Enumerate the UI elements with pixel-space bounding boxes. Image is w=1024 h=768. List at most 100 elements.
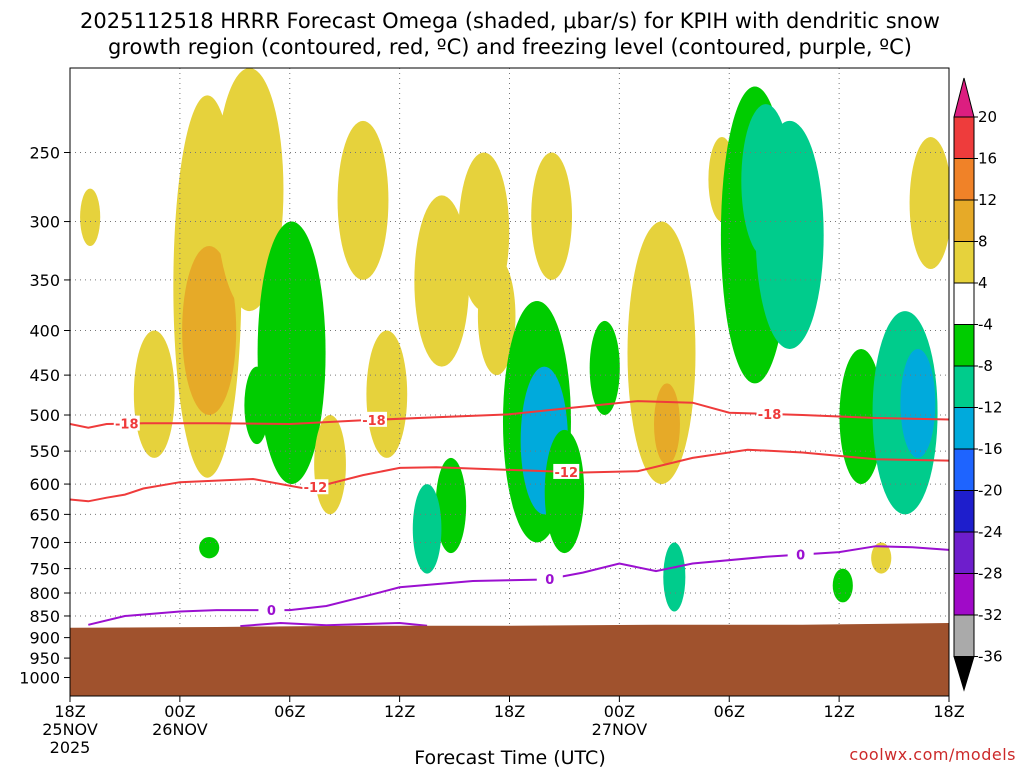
contour-label-0-0: -18 bbox=[115, 418, 139, 433]
x-tick-date-5: 27NOV bbox=[592, 720, 648, 739]
contour-label-bg-2-0 bbox=[258, 602, 285, 618]
colorbar-segment-6 bbox=[953, 365, 975, 408]
chart-title-line-1: 2025112518 HRRR Forecast Omega (shaded, … bbox=[80, 9, 940, 33]
colorbar-tick-label-13: -36 bbox=[978, 648, 1003, 666]
omega-cell-19 bbox=[589, 320, 620, 416]
x-tick-label-4: 18Z bbox=[494, 702, 525, 721]
x-tick-date-1: 26NOV bbox=[152, 720, 208, 739]
y-axis-ticks: 250 300 350 400 450 500 550 600 650 700 750 800 850 9… bbox=[19, 144, 70, 688]
x-tick-year-0: 2025 bbox=[50, 738, 91, 757]
chart-title-line-2: growth region (contoured, red, ºC) and f… bbox=[108, 35, 912, 59]
terrain-mask bbox=[70, 623, 949, 696]
colorbar-segment-7 bbox=[953, 407, 975, 450]
x-tick-label-3: 12Z bbox=[384, 702, 415, 721]
omega-cell-32 bbox=[871, 542, 892, 574]
contour-line-1 bbox=[70, 448, 949, 503]
colorbar-tick-label-5: -4 bbox=[978, 316, 993, 334]
omega-cell-16 bbox=[435, 457, 467, 554]
colorbar-segment-9 bbox=[953, 490, 975, 533]
omega-cell-4 bbox=[215, 68, 284, 312]
x-tick-label-2: 06Z bbox=[274, 702, 305, 721]
colorbar-tick-label-11: -28 bbox=[978, 565, 1003, 583]
omega-cell-1 bbox=[133, 330, 175, 458]
colorbar-segment-0 bbox=[953, 116, 975, 159]
omega-cell-31 bbox=[909, 137, 949, 269]
contour-label-bg-2-1 bbox=[536, 570, 563, 586]
y-tick-label-10: 750 bbox=[29, 560, 60, 579]
contour-label-0-2: -18 bbox=[758, 408, 782, 423]
x-tick-label-5: 00Z bbox=[604, 702, 635, 721]
omega-cell-20 bbox=[544, 429, 585, 554]
contour-label-bg-1-1 bbox=[553, 463, 580, 479]
colorbar-segment-8 bbox=[953, 448, 975, 491]
omega-cell-22 bbox=[653, 383, 680, 465]
colorbar-tick-label-10: -24 bbox=[978, 523, 1003, 541]
contour-line-3 bbox=[240, 621, 428, 628]
omega-cell-33 bbox=[832, 568, 853, 603]
omega-cell-9 bbox=[337, 120, 389, 280]
contour-label-2-2: 0 bbox=[796, 549, 805, 564]
contour-label-bg-1-0 bbox=[302, 479, 329, 495]
colorbar-segment-11 bbox=[953, 573, 975, 616]
omega-cell-13 bbox=[477, 257, 516, 376]
colorbar: 20 16 12 8 4 -4 -8 -12 -16 -20 -24 -28 -32 -36 bbox=[953, 77, 1003, 692]
y-tick-label-5: 500 bbox=[29, 406, 60, 425]
y-tick-label-15: 1000 bbox=[19, 669, 60, 688]
contour-label-2-1: 0 bbox=[545, 573, 554, 588]
y-tick-label-6: 550 bbox=[29, 442, 60, 461]
contour-label-bg-0-1 bbox=[360, 411, 387, 427]
colorbar-segment-2 bbox=[953, 199, 975, 242]
y-tick-label-14: 950 bbox=[29, 649, 60, 668]
y-tick-label-2: 350 bbox=[29, 271, 60, 290]
omega-cell-8 bbox=[314, 415, 346, 515]
colorbar-tick-label-1: 16 bbox=[978, 150, 997, 168]
colorbar-bottom-arrow bbox=[953, 656, 975, 692]
credit-text: coolwx.com/models bbox=[849, 745, 1016, 764]
y-tick-label-8: 650 bbox=[29, 505, 60, 524]
y-tick-label-4: 450 bbox=[29, 366, 60, 385]
omega-cell-5 bbox=[199, 536, 220, 559]
colorbar-tick-label-4: 4 bbox=[978, 274, 988, 292]
omega-cell-3 bbox=[182, 245, 237, 416]
omega-cell-30 bbox=[900, 348, 936, 458]
contour-label-2-0: 0 bbox=[267, 604, 276, 619]
omega-cell-10 bbox=[366, 330, 408, 458]
omega-cell-18 bbox=[531, 152, 573, 280]
colorbar-tick-label-2: 12 bbox=[978, 191, 997, 209]
contour-label-0-1: -18 bbox=[362, 414, 386, 429]
y-tick-label-1: 300 bbox=[29, 213, 60, 232]
y-tick-label-3: 400 bbox=[29, 322, 60, 341]
x-tick-label-0: 18Z bbox=[54, 702, 85, 721]
colorbar-segment-10 bbox=[953, 531, 975, 574]
colorbar-segment-4 bbox=[953, 282, 975, 325]
y-tick-label-12: 850 bbox=[29, 607, 60, 626]
colorbar-segment-5 bbox=[953, 324, 975, 367]
colorbar-segment-1 bbox=[953, 158, 975, 201]
omega-cell-27 bbox=[755, 120, 824, 349]
x-axis-title: Forecast Time (UTC) bbox=[414, 747, 605, 768]
colorbar-segment-3 bbox=[953, 241, 975, 284]
colorbar-tick-label-0: 20 bbox=[978, 108, 997, 126]
contour-label-bg-2-2 bbox=[787, 546, 814, 562]
contour-label-1-0: -12 bbox=[304, 481, 328, 496]
colorbar-tick-label-9: -20 bbox=[978, 482, 1003, 500]
y-tick-label-0: 250 bbox=[29, 144, 60, 163]
colorbar-tick-label-8: -16 bbox=[978, 440, 1003, 458]
contour-label-bg-0-0 bbox=[113, 415, 140, 431]
terrain-fill bbox=[70, 623, 949, 696]
colorbar-segment-12 bbox=[953, 614, 975, 657]
x-tick-label-6: 06Z bbox=[714, 702, 745, 721]
colorbar-tick-label-12: -32 bbox=[978, 606, 1003, 624]
contour-label-1-1: -12 bbox=[555, 466, 579, 481]
y-tick-label-7: 600 bbox=[29, 475, 60, 494]
omega-cell-7 bbox=[257, 221, 326, 485]
omega-cell-17 bbox=[412, 484, 442, 574]
colorbar-tick-label-6: -8 bbox=[978, 357, 993, 375]
omega-cell-11 bbox=[414, 195, 470, 367]
x-tick-label-1: 00Z bbox=[164, 702, 195, 721]
x-tick-label-8: 18Z bbox=[933, 702, 964, 721]
x-tick-label-7: 12Z bbox=[823, 702, 854, 721]
colorbar-tick-label-7: -12 bbox=[978, 399, 1003, 417]
